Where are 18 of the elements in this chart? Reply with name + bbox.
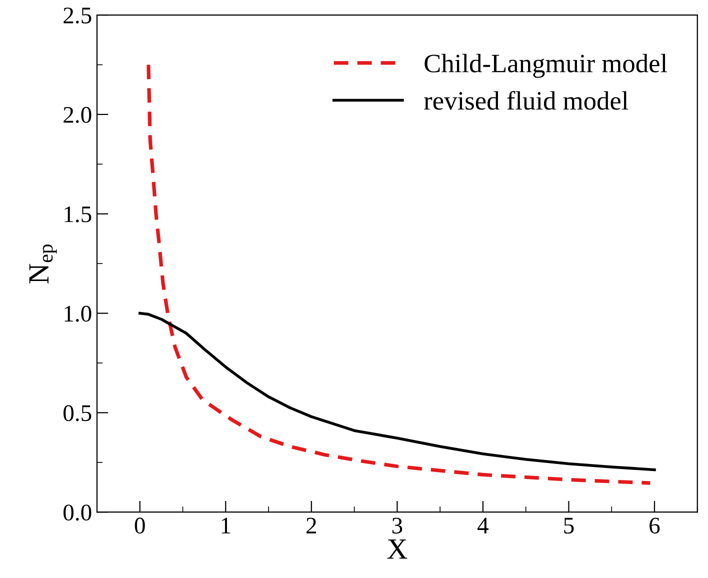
x-tick-label: 2: [306, 518, 316, 534]
y-tick-label: 0.5: [64, 405, 92, 422]
x-tick-label: 5: [564, 518, 574, 534]
line-series: [138, 312, 656, 472]
y-tick-label: 2.5: [64, 8, 92, 24]
y-tick-label: 1.0: [64, 306, 92, 322]
x-tick-label: 3: [392, 518, 402, 534]
x-tick-label: 1: [222, 518, 230, 534]
y-tick-label: 2.0: [64, 106, 92, 123]
legend-label: Child-Langmuir model: [424, 54, 668, 78]
x-tick-label: 6: [650, 518, 660, 534]
y-axis-title: N$_{ep}$: [29, 244, 57, 284]
x-axis-title: X: [387, 540, 408, 559]
y-tick-label: 1.5: [64, 206, 92, 222]
y-tick-label: 0.0: [64, 504, 92, 521]
x-tick-label: 4: [478, 518, 488, 534]
x-tick-label: 0: [134, 518, 145, 534]
legend-label: revised fluid model: [424, 90, 628, 110]
